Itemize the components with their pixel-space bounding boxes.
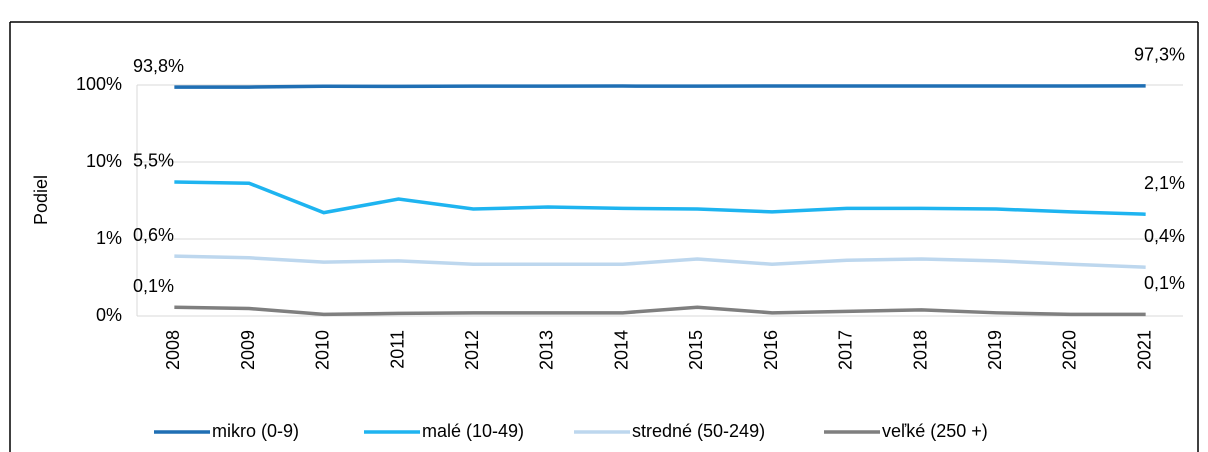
x-tick-label: 2013 <box>537 330 557 370</box>
x-tick-label: 2014 <box>611 330 631 370</box>
x-tick-label: 2017 <box>836 330 856 370</box>
legend-label: malé (10-49) <box>422 421 524 441</box>
x-tick-label: 2018 <box>910 330 930 370</box>
y-tick-label: 100% <box>76 74 122 94</box>
y-tick-label: 10% <box>86 151 122 171</box>
data-label: 97,3% <box>1134 45 1185 65</box>
x-tick-label: 2015 <box>686 330 706 370</box>
data-label: 0,6% <box>133 225 174 245</box>
x-tick-label: 2012 <box>462 330 482 370</box>
x-tick-label: 2010 <box>313 330 333 370</box>
legend-label: stredné (50-249) <box>632 421 765 441</box>
data-label: 0,1% <box>133 276 174 296</box>
data-label: 5,5% <box>133 151 174 171</box>
data-label: 0,1% <box>1144 273 1185 293</box>
series-line <box>174 305 1146 317</box>
legend-label: mikro (0-9) <box>212 421 299 441</box>
x-tick-label: 2019 <box>985 330 1005 370</box>
legend-label: veľké (250 +) <box>882 421 988 441</box>
x-tick-label: 2011 <box>387 330 407 369</box>
data-label: 93,8% <box>133 56 184 76</box>
series-line <box>174 254 1146 269</box>
data-label: 0,4% <box>1144 226 1185 246</box>
y-axis-label: Podiel <box>31 175 51 225</box>
data-label: 2,1% <box>1144 173 1185 193</box>
y-tick-label: 1% <box>96 228 122 248</box>
y-tick-label: 0% <box>96 305 122 325</box>
series-line <box>174 84 1146 89</box>
x-tick-label: 2009 <box>238 330 258 370</box>
x-tick-label: 2008 <box>163 330 183 370</box>
x-tick-label: 2016 <box>761 330 781 370</box>
series-line <box>174 180 1146 216</box>
x-tick-label: 2021 <box>1134 330 1154 370</box>
x-tick-label: 2020 <box>1060 330 1080 370</box>
